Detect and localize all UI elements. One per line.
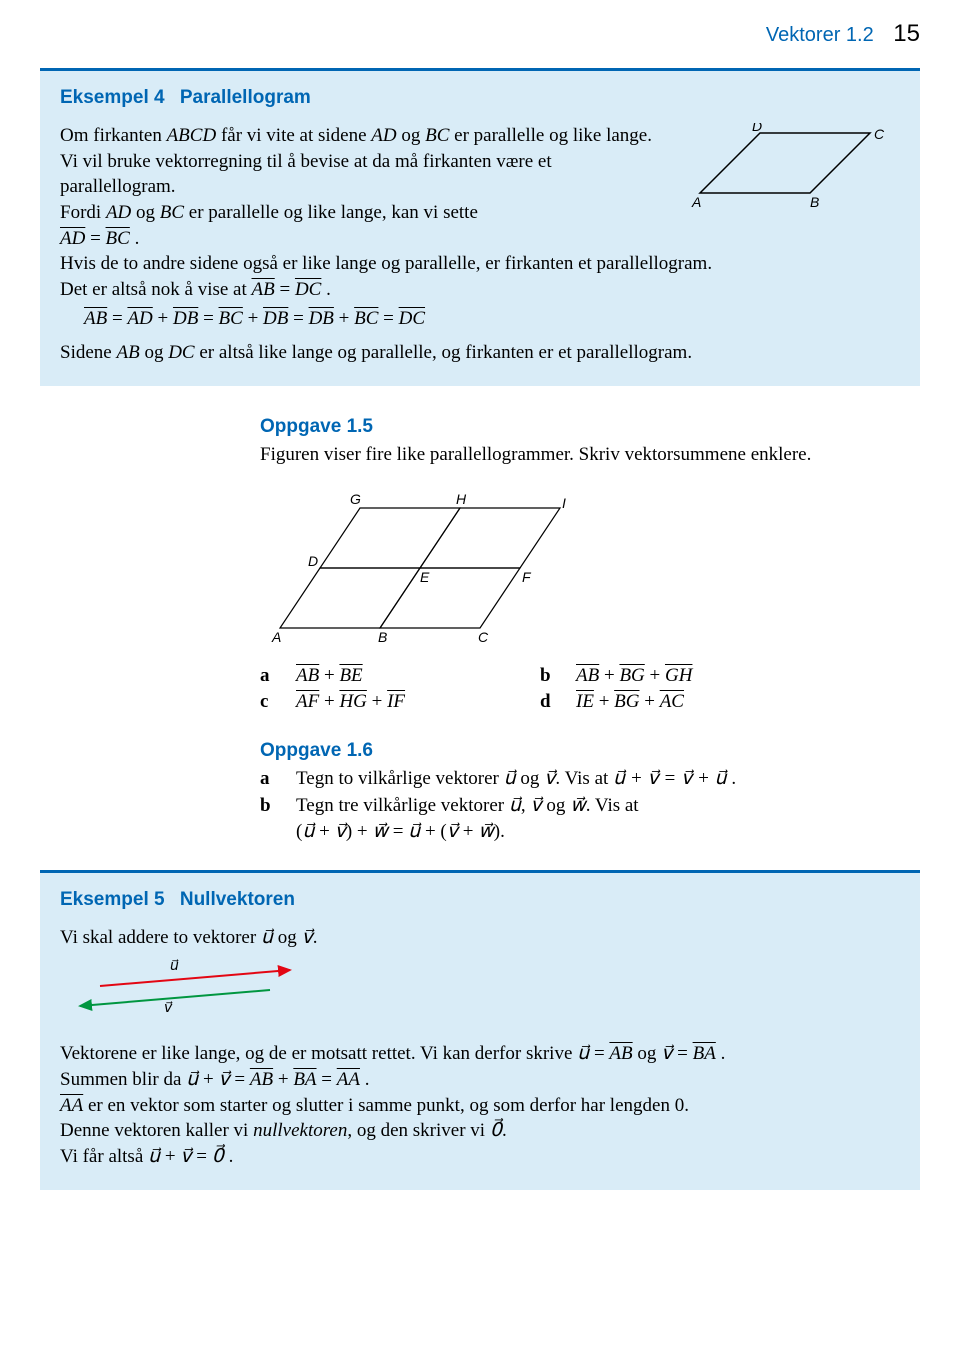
text: er altså like lange og parallelle, og fi… <box>195 342 692 363</box>
example-5-name: Nullvektoren <box>180 889 295 910</box>
svg-text:H: H <box>456 491 467 507</box>
text: Det er altså nok å vise at <box>60 279 252 300</box>
text: er parallelle og like lange. <box>449 125 652 146</box>
item-c-expr: AF + HG + IF <box>296 689 405 716</box>
parallelogram-figure: A B C D <box>670 123 900 213</box>
example-4-title: Eksempel 4 Parallellogram <box>60 87 900 109</box>
var-DC: DC <box>168 342 194 363</box>
item-d-expr: IE + BG + AC <box>576 689 684 716</box>
four-parallelograms-figure: A B C D E F G H I <box>260 478 580 648</box>
text: får vi vite at sidene <box>216 125 371 146</box>
svg-text:I: I <box>562 495 566 511</box>
text: Vi får altså <box>60 1146 148 1167</box>
text: Sidene <box>60 342 116 363</box>
item-a-expr: AB + BE <box>296 663 363 690</box>
text: er en vektor som starter og slutter i sa… <box>83 1095 689 1116</box>
oppgave-1-5-title: Oppgave 1.5 <box>260 416 920 438</box>
oppgave-1-5-intro: Figuren viser fire like parallellogramme… <box>260 442 920 468</box>
var-AD: AD <box>371 125 396 146</box>
svg-text:B: B <box>810 194 819 210</box>
text: og <box>273 927 302 948</box>
svg-text:A: A <box>271 629 281 645</box>
example-5-label: Eksempel 5 <box>60 889 165 910</box>
item-b-text: Tegn tre vilkårlige vektorer u⃗, v⃗ og w… <box>296 793 639 846</box>
oppgave-1-5-items: a AB + BE b AB + BG + GH c AF + HG + IF … <box>260 663 920 716</box>
text: Om firkanten <box>60 125 167 146</box>
item-a-label: a <box>260 766 284 793</box>
text: og <box>140 342 169 363</box>
svg-text:F: F <box>522 569 532 585</box>
text: Vi vil bruke vektorregning til å bevise … <box>60 151 552 198</box>
oppgave-1-6-title: Oppgave 1.6 <box>260 740 920 762</box>
example-5-title: Eksempel 5 Nullvektoren <box>60 889 900 911</box>
example-4-label: Eksempel 4 <box>60 87 165 108</box>
page: Vektorer 1.2 15 Eksempel 4 Parallellogra… <box>0 0 960 1260</box>
svg-text:u⃗: u⃗ <box>170 958 179 973</box>
svg-text:A: A <box>691 194 701 210</box>
var-AB: AB <box>116 342 139 363</box>
example-4-box: Eksempel 4 Parallellogram A B C D Om fir… <box>40 68 920 386</box>
item-b-label: b <box>540 663 564 690</box>
var-AD: AD <box>106 202 131 223</box>
svg-text:B: B <box>378 629 387 645</box>
var-BC: BC <box>425 125 449 146</box>
example-5-box: Eksempel 5 Nullvektoren Vi skal addere t… <box>40 870 920 1190</box>
page-number: 15 <box>893 20 920 47</box>
svg-text:v⃗: v⃗ <box>164 999 173 1015</box>
text: Summen blir da <box>60 1069 186 1090</box>
item-a-text: Tegn to vilkårlige vektorer u⃗ og v⃗. Vi… <box>296 766 736 793</box>
example-4-conclusion: Sidene AB og DC er altså like lange og p… <box>60 340 900 366</box>
item-b-expr: AB + BG + GH <box>576 663 692 690</box>
text: Vektorene er like lange, og de er motsat… <box>60 1043 577 1064</box>
example-5-p1: Vi skal addere to vektorer u⃗ og v⃗. <box>60 925 900 951</box>
text: Hvis de to andre sidene også er like lan… <box>60 253 712 274</box>
example-5-body: Vektorene er like lange, og de er motsat… <box>60 1041 900 1169</box>
item-c-label: c <box>260 689 284 716</box>
text: Vi skal addere to vektorer <box>60 927 261 948</box>
var-BC: BC <box>160 202 184 223</box>
svg-text:G: G <box>350 491 361 507</box>
oppgave-1-6-items: a Tegn to vilkårlige vektorer u⃗ og v⃗. … <box>260 766 920 846</box>
section-label: Vektorer 1.2 <box>766 24 874 46</box>
svg-text:C: C <box>874 126 885 142</box>
text: og <box>131 202 160 223</box>
text: og <box>633 1043 662 1064</box>
svg-text:E: E <box>420 569 430 585</box>
item-b-label: b <box>260 793 284 846</box>
text: , og den skriver vi <box>347 1120 489 1141</box>
nullvektoren: nullvektoren <box>253 1120 347 1141</box>
text: Fordi <box>60 202 106 223</box>
text: Denne vektoren kaller vi <box>60 1120 253 1141</box>
text: er parallelle og like lange, kan vi sett… <box>184 202 478 223</box>
svg-text:D: D <box>752 123 762 134</box>
text: . <box>313 927 318 948</box>
oppgave-1-5: Oppgave 1.5 Figuren viser fire like para… <box>260 416 920 716</box>
oppgave-1-6: Oppgave 1.6 a Tegn to vilkårlige vektore… <box>260 740 920 846</box>
item-a-label: a <box>260 663 284 690</box>
svg-text:C: C <box>478 629 489 645</box>
text: og <box>397 125 426 146</box>
item-d-label: d <box>540 689 564 716</box>
example-4-name: Parallellogram <box>180 87 311 108</box>
svg-text:D: D <box>308 553 318 569</box>
page-header: Vektorer 1.2 15 <box>40 20 920 48</box>
example-4-equation: AB = AD + DB = BC + DB = DB + BC = DC <box>84 308 900 330</box>
uv-vectors-figure: u⃗ v⃗ <box>60 958 320 1028</box>
var-ABCD: ABCD <box>167 125 217 146</box>
